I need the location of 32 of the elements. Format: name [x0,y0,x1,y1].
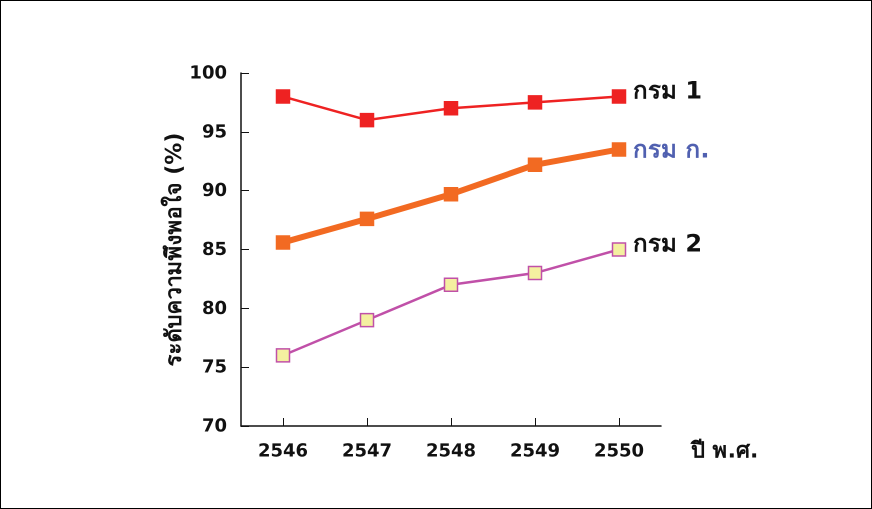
series-label: กรม 2 [633,230,702,258]
y-tick-label: 100 [189,62,227,84]
y-tick-label: 80 [202,298,227,319]
point [360,212,374,226]
point [612,89,626,104]
x-tick-label: 2550 [594,440,644,462]
point [276,89,290,104]
y-axis-title: ระดับความพึงพอใจ (%) [160,132,188,366]
point [612,242,626,257]
y-tick-label: 75 [202,356,227,378]
y-tick-label: 95 [202,121,227,142]
point [276,235,290,250]
y-tick-label: 90 [202,180,227,202]
y-tick-label: 70 [202,416,227,436]
point [276,348,290,363]
x-tick-label: 2549 [510,440,560,462]
point [360,312,374,328]
point [528,158,542,172]
point [444,278,458,292]
x-tick-label: 2547 [342,440,392,462]
x-axis-title: ปี พ.ศ. [690,438,758,464]
point [444,101,458,116]
x-tick-label: 2546 [258,440,308,462]
point [360,112,374,128]
x-tick-label: 2548 [426,440,476,462]
point [528,266,542,280]
point [612,142,626,157]
point [444,186,458,202]
series-label: กรม ก. [633,135,710,164]
point [528,95,542,110]
y-tick-label: 85 [202,239,227,260]
series-label: กรม 1 [633,76,702,105]
